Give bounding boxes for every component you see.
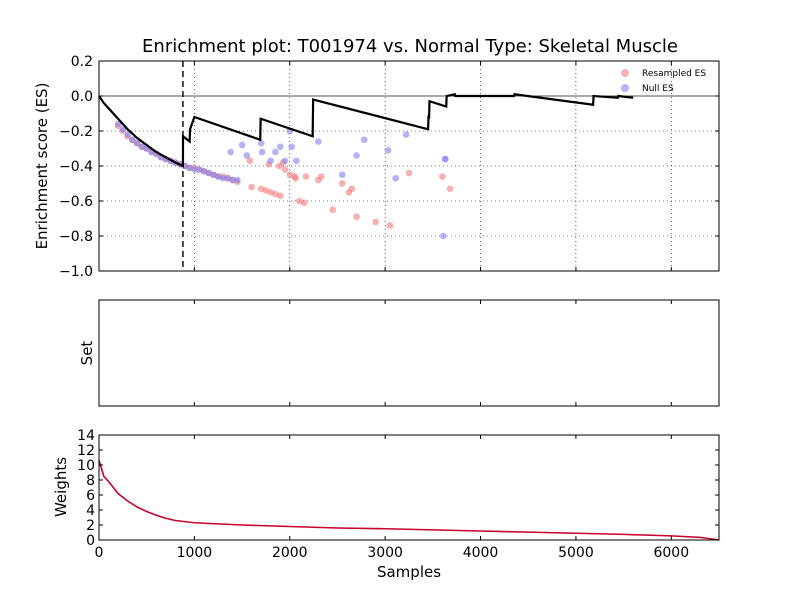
null-es-point-33 xyxy=(276,143,284,151)
null-es-point-24 xyxy=(229,176,236,184)
weights-frame xyxy=(98,434,720,541)
null-es-point-29 xyxy=(257,139,265,147)
null-es-point-39 xyxy=(338,171,346,179)
w-ytick-label-10: 10 xyxy=(77,458,95,474)
null-es-point-26 xyxy=(227,148,234,156)
resampled-es-point-52 xyxy=(302,173,310,180)
null-es-point-46 xyxy=(440,232,447,240)
w-ytick-label-12: 12 xyxy=(77,443,95,459)
set-ylabel: Set xyxy=(78,341,96,366)
resampled-es-point-47 xyxy=(246,157,254,165)
w-ytick-label-2: 2 xyxy=(86,518,95,534)
resampled-es-point-54 xyxy=(345,188,353,196)
null-es-point-40 xyxy=(353,152,360,159)
es-ytick-label-4: −0.2 xyxy=(59,124,93,140)
es-lines xyxy=(98,61,719,271)
es-ytick-label-0: −1.0 xyxy=(59,264,93,280)
es-legend: Resampled ES Null ES xyxy=(621,69,706,94)
null-es-point-4 xyxy=(133,139,141,147)
null-es-point-2 xyxy=(124,131,131,138)
w-xtick-label-3000: 3000 xyxy=(367,545,403,561)
resampled-es-point-46 xyxy=(446,185,454,193)
w-xtick-label-0: 0 xyxy=(95,545,104,561)
set-panel: Set xyxy=(78,299,720,407)
legend-label-null-es: Null ES xyxy=(642,84,674,94)
null-es-point-16 xyxy=(191,166,198,173)
w-xtick-label-6000: 6000 xyxy=(653,545,689,561)
es-ticks: −1.0 −0.8 −0.6 −0.4 −0.2 0.0 0.2 xyxy=(59,54,719,280)
weights-xlabel: Samples xyxy=(377,563,441,581)
es-ytick-label-1: −0.8 xyxy=(59,229,93,245)
w-ytick-label-14: 14 xyxy=(77,428,95,444)
es-panel: Enrichment score (ES) −1.0 −0.8 −0.6 −0.4 −0… xyxy=(33,54,720,280)
resampled-es-point-42 xyxy=(372,218,379,226)
null-es-point-44 xyxy=(402,131,410,138)
resampled-es-point-31 xyxy=(276,192,284,200)
resampled-es-point-51 xyxy=(292,174,299,182)
legend-marker-null-es xyxy=(621,84,629,92)
w-xtick-label-2000: 2000 xyxy=(272,545,308,561)
w-xtick-label-4000: 4000 xyxy=(463,545,499,561)
legend-marker-resampled-es xyxy=(621,69,629,77)
null-es-point-31 xyxy=(267,157,274,165)
resampled-es-point-36 xyxy=(300,199,308,207)
null-es-point-22 xyxy=(219,174,227,182)
es-curve xyxy=(98,92,634,168)
w-xtick-label-1000: 1000 xyxy=(177,545,213,561)
null-es-point-38 xyxy=(315,138,322,145)
es-ytick-label-5: 0.0 xyxy=(71,89,93,105)
resampled-es-point-53 xyxy=(317,173,325,180)
weights-line xyxy=(98,460,720,541)
es-ytick-label-2: −0.6 xyxy=(59,194,93,210)
w-ytick-label-6: 6 xyxy=(86,488,95,504)
null-es-point-47 xyxy=(441,155,449,163)
resampled-es-point-38 xyxy=(329,206,336,214)
w-ytick-label-0: 0 xyxy=(86,533,95,549)
resampled-es-point-43 xyxy=(386,222,394,229)
null-es-point-3 xyxy=(129,136,136,144)
resampled-es-point-26 xyxy=(248,183,255,191)
set-frame xyxy=(98,299,720,407)
w-ytick-label-4: 4 xyxy=(86,503,95,519)
es-ytick-label-6: 0.2 xyxy=(71,54,93,70)
null-es-point-34 xyxy=(281,157,289,165)
null-es-point-30 xyxy=(258,148,266,156)
null-es-point-25 xyxy=(234,176,241,184)
null-es-point-1 xyxy=(119,125,127,133)
null-es-point-43 xyxy=(392,174,399,182)
resampled-es-point-44 xyxy=(405,169,413,177)
es-ytick-label-3: −0.4 xyxy=(59,159,93,175)
weights-lines xyxy=(98,460,720,541)
es-ylabel: Enrichment score (ES) xyxy=(33,83,51,250)
resampled-es-point-39 xyxy=(338,180,346,187)
resampled-es-point-45 xyxy=(439,173,446,180)
null-es-point-36 xyxy=(288,143,295,151)
resampled-es-point-41 xyxy=(353,213,360,221)
resampled-es-point-32 xyxy=(281,166,289,173)
legend-label-resampled-es: Resampled ES xyxy=(642,69,706,79)
weights-ylabel: Weights xyxy=(52,457,70,517)
chart-title: Enrichment plot: T001974 vs. Normal Type… xyxy=(142,36,678,57)
null-es-point-41 xyxy=(360,136,368,144)
null-es-point-32 xyxy=(272,148,279,156)
null-es-point-0 xyxy=(114,120,122,128)
w-ytick-label-8: 8 xyxy=(86,473,95,489)
weights-panel: Weights Samples 0 1000 2000 3000 4000 5000 600… xyxy=(52,428,720,581)
null-es-point-42 xyxy=(384,146,392,154)
null-es-point-37 xyxy=(293,157,300,165)
null-es-point-27 xyxy=(238,141,246,149)
w-xtick-label-5000: 5000 xyxy=(558,545,594,561)
null-es-point-28 xyxy=(243,152,251,159)
